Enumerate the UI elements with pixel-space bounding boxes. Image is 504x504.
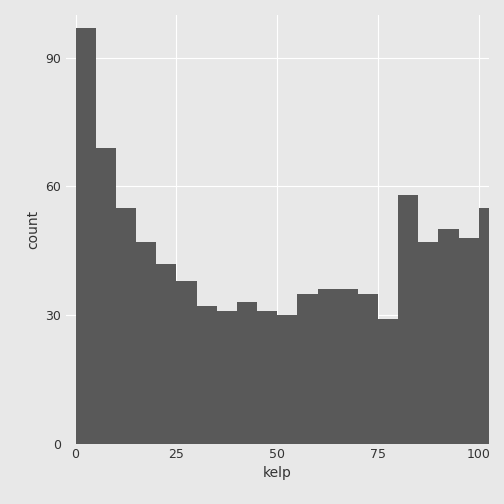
Bar [96, 148, 116, 444]
Bar [438, 229, 459, 444]
Bar [499, 212, 504, 444]
Bar [277, 315, 297, 444]
Bar [197, 306, 217, 444]
Bar [76, 28, 96, 444]
X-axis label: kelp: kelp [263, 466, 292, 480]
Bar [459, 238, 479, 444]
Bar [297, 293, 318, 444]
Bar [156, 264, 176, 444]
Bar [136, 242, 156, 444]
Bar [378, 320, 398, 444]
Bar [398, 195, 418, 444]
Bar [358, 293, 378, 444]
Y-axis label: count: count [26, 210, 40, 249]
Bar [237, 302, 257, 444]
Bar [116, 208, 136, 444]
Bar [257, 310, 277, 444]
Bar [418, 242, 438, 444]
Bar [176, 281, 197, 444]
Bar [318, 289, 338, 444]
Bar [479, 208, 499, 444]
Bar [217, 310, 237, 444]
Bar [338, 289, 358, 444]
